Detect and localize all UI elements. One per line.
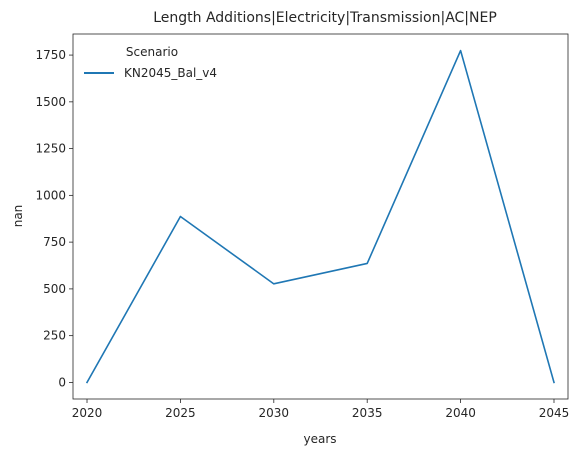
plot-frame [72, 33, 569, 400]
x-tick-label: 2040 [445, 406, 476, 420]
x-tick-label: 2035 [352, 406, 383, 420]
y-tick-label: 1500 [35, 95, 66, 109]
y-tick-label: 750 [43, 235, 66, 249]
y-tick-label: 1750 [35, 48, 66, 62]
legend-title: Scenario [126, 45, 178, 59]
x-tick-label: 2030 [259, 406, 290, 420]
series-layer [85, 49, 555, 384]
y-axis-label: nan [11, 205, 25, 228]
y-tick-label: 1250 [35, 142, 66, 156]
y-tick-label: 500 [43, 282, 66, 296]
legend: Scenario KN2045_Bal_v4 [84, 45, 217, 80]
y-tick-label: 1000 [35, 188, 66, 202]
x-tick-label: 2045 [539, 406, 570, 420]
x-tick-label: 2025 [165, 406, 196, 420]
y-tick-label: 250 [43, 329, 66, 343]
y-axis: 0 250 500 750 1000 1250 1500 1750 [35, 48, 73, 389]
chart-title: Length Additions|Electricity|Transmissio… [153, 10, 497, 26]
legend-entry-label: KN2045_Bal_v4 [124, 66, 217, 80]
x-tick-label: 2020 [72, 406, 103, 420]
x-axis-label: years [303, 432, 336, 446]
x-axis: 2020 2025 2030 2035 2040 2045 [72, 399, 570, 420]
series-line [85, 49, 555, 384]
y-tick-label: 0 [58, 375, 66, 389]
